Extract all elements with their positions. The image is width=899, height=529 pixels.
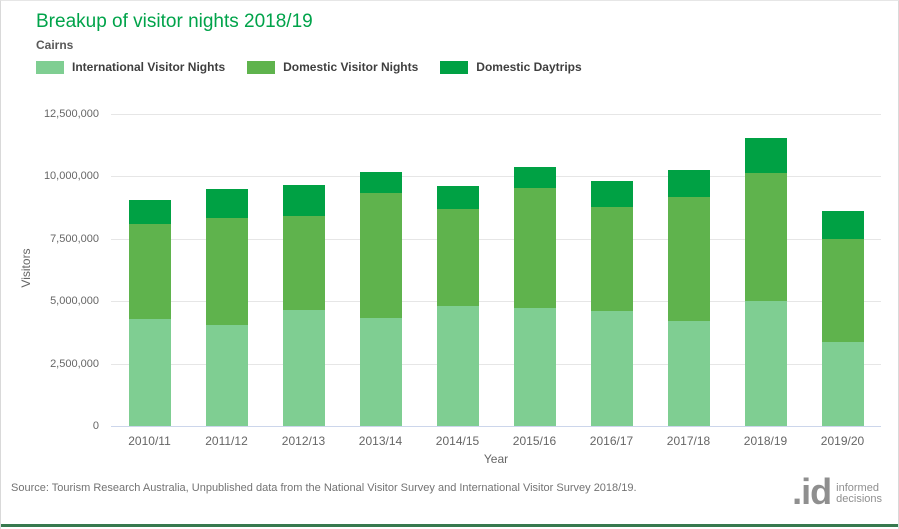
bar-segment — [744, 301, 787, 426]
legend-label: International Visitor Nights — [72, 60, 226, 74]
y-tick-label: 7,500,000 — [50, 232, 99, 245]
gridline — [111, 363, 881, 365]
bar-2014-15 — [436, 185, 479, 426]
bar-2017-18 — [667, 170, 710, 426]
gridline — [111, 238, 881, 240]
x-tick-label: 2013/14 — [358, 434, 403, 448]
bar-segment — [436, 209, 479, 306]
bar-2019-20 — [821, 211, 864, 426]
id-logo-text: informed decisions — [836, 483, 882, 507]
x-tick-label: 2017/18 — [666, 434, 711, 448]
bar-segment — [436, 185, 479, 210]
bar-segment — [590, 310, 633, 426]
id-logo-line1: informed — [836, 482, 879, 494]
bar-segment — [513, 187, 556, 309]
bar-segment — [821, 211, 864, 239]
gridline — [111, 114, 881, 115]
bottom-accent-bar — [1, 524, 898, 527]
bar-segment — [282, 310, 325, 426]
id-logo-mark: .id — [792, 471, 832, 512]
bar-segment — [128, 224, 171, 320]
bar-2013-14 — [359, 171, 402, 426]
bar-2015-16 — [513, 166, 556, 426]
x-tick-label: 2012/13 — [281, 434, 326, 448]
bar-2012-13 — [282, 185, 325, 426]
source-text: Source: Tourism Research Australia, Unpu… — [11, 482, 637, 494]
bar-segment — [205, 188, 248, 219]
bar-segment — [282, 215, 325, 311]
bar-2016-17 — [590, 180, 633, 426]
x-tick-label: 2016/17 — [589, 434, 634, 448]
legend-label: Domestic Visitor Nights — [283, 60, 419, 74]
x-tick-label: 2011/12 — [205, 434, 248, 448]
bar-segment — [359, 317, 402, 426]
x-tick-label: 2014/15 — [435, 434, 480, 448]
chart-subtitle: Cairns — [36, 38, 74, 52]
bar-2018-19 — [744, 137, 787, 426]
gridline — [111, 176, 881, 178]
bar-segment — [590, 207, 633, 311]
bar-2011-12 — [205, 188, 248, 426]
bar-segment — [359, 193, 402, 318]
legend-swatch-icon — [36, 60, 64, 74]
x-tick-label: 2018/19 — [743, 434, 788, 448]
legend-swatch-icon — [440, 60, 469, 74]
bar-segment — [667, 320, 710, 426]
y-tick-label: 12,500,000 — [43, 108, 99, 120]
x-tick-label: 2019/20 — [820, 434, 865, 448]
bar-segment — [205, 324, 248, 426]
id-logo-line2: decisions — [836, 493, 882, 505]
y-tick-label: 0 — [92, 420, 99, 432]
bar-segment — [128, 319, 171, 426]
bar-segment — [821, 238, 864, 342]
bar-segment — [744, 137, 787, 174]
bar-segment — [667, 170, 710, 197]
y-tick-label: 10,000,000 — [43, 170, 99, 183]
x-axis-line — [111, 426, 881, 427]
legend: International Visitor Nights Domestic Vis… — [36, 60, 582, 74]
chart-title: Breakup of visitor nights 2018/19 — [36, 11, 313, 32]
legend-item-1[interactable]: Domestic Visitor Nights — [247, 60, 418, 74]
legend-swatch-icon — [247, 60, 276, 74]
bar-segment — [821, 341, 864, 426]
x-tick-label: 2010/11 — [128, 434, 171, 448]
bar-segment — [513, 166, 556, 188]
y-tick-label: 5,000,000 — [50, 295, 99, 308]
gridline — [111, 301, 881, 303]
bar-segment — [359, 171, 402, 194]
bar-segment — [513, 308, 556, 426]
bar-segment — [128, 200, 171, 225]
legend-label: Domestic Daytrips — [476, 60, 582, 74]
x-tick-label: 2015/16 — [512, 434, 557, 448]
legend-item-0[interactable]: International Visitor Nights — [36, 60, 225, 74]
bar-segment — [667, 196, 710, 321]
bar-segment — [744, 173, 787, 302]
id-logo: .id informed decisions — [792, 471, 882, 512]
bar-segment — [590, 180, 633, 208]
bar-segment — [436, 305, 479, 426]
legend-item-2[interactable]: Domestic Daytrips — [440, 60, 582, 74]
x-axis-title: Year — [483, 452, 509, 466]
plot-area — [111, 114, 881, 427]
bar-segment — [282, 185, 325, 216]
y-tick-label: 2,500,000 — [50, 357, 99, 370]
bar-2010-11 — [128, 200, 171, 426]
bar-segment — [205, 218, 248, 325]
